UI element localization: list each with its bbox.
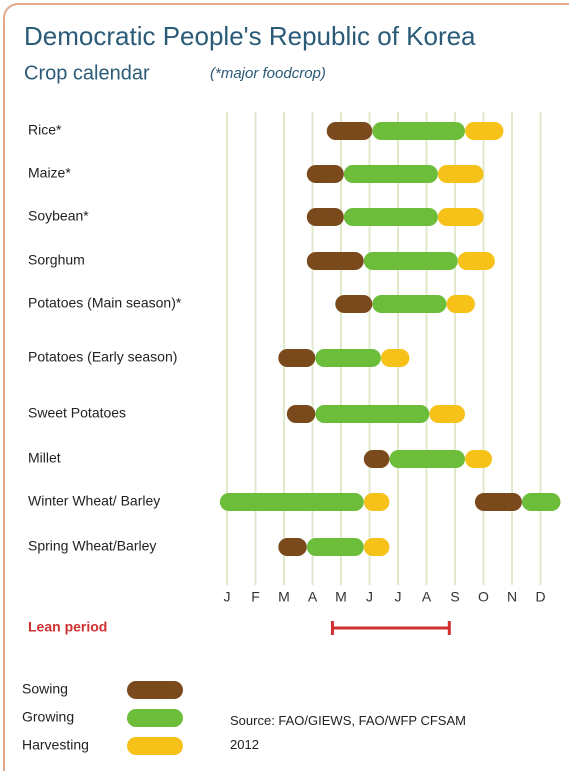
phase-bar: [343, 165, 438, 183]
phase-bar: [474, 493, 522, 511]
x-tick-label: M: [278, 589, 290, 605]
phase-bar: [335, 295, 373, 313]
row-label: Soybean*: [28, 208, 89, 224]
phase-bar: [363, 493, 390, 511]
phase-bar: [286, 405, 316, 423]
phase-bar: [457, 252, 495, 270]
x-tick-label: M: [335, 589, 347, 605]
lean-label: Lean period: [28, 619, 107, 635]
x-tick-label: N: [507, 589, 517, 605]
x-tick-label: A: [422, 589, 432, 605]
row-label: Winter Wheat/ Barley: [28, 493, 160, 509]
phase-bar: [315, 405, 430, 423]
phase-bar: [306, 165, 344, 183]
chart-title: Democratic People's Republic of Korea: [24, 21, 476, 51]
phase-bar: [306, 208, 344, 226]
row-label: Millet: [28, 450, 61, 466]
phase-bar: [326, 122, 373, 140]
row-label: Rice*: [28, 122, 62, 138]
phase-bar: [429, 405, 465, 423]
chart-note: (*major foodcrop): [210, 65, 326, 82]
x-tick-label: O: [478, 589, 489, 605]
phase-bar: [464, 122, 504, 140]
row-label: Potatoes (Main season)*: [28, 295, 182, 311]
phase-bar: [363, 538, 390, 556]
phase-bar: [278, 349, 316, 367]
x-tick-label: A: [308, 589, 318, 605]
phase-bar: [437, 208, 484, 226]
phase-bar: [372, 122, 465, 140]
phase-bar: [389, 450, 465, 468]
x-tick-label: J: [224, 589, 231, 605]
legend-swatch: [127, 737, 183, 755]
chart-subtitle: Crop calendar: [24, 62, 150, 84]
x-tick-label: J: [395, 589, 402, 605]
phase-bar: [464, 450, 493, 468]
phase-bar: [306, 538, 364, 556]
legend-swatch: [127, 709, 183, 727]
phase-bar: [446, 295, 475, 313]
row-label: Maize*: [28, 165, 71, 181]
phase-bar: [363, 252, 458, 270]
phase-bar: [372, 295, 447, 313]
row-label: Sorghum: [28, 252, 85, 268]
phase-bar: [278, 538, 307, 556]
phase-bar: [343, 208, 438, 226]
x-tick-label: S: [450, 589, 459, 605]
row-label: Spring Wheat/Barley: [28, 538, 156, 554]
phase-bar: [380, 349, 410, 367]
x-tick-label: D: [535, 589, 545, 605]
phase-bar: [219, 493, 364, 511]
legend-swatch: [127, 681, 183, 699]
legend-label: Growing: [22, 709, 74, 725]
phase-bar: [315, 349, 381, 367]
row-label: Potatoes (Early season): [28, 349, 177, 365]
legend-label: Sowing: [22, 681, 68, 697]
frame: [3, 3, 569, 771]
x-tick-label: F: [251, 589, 260, 605]
phase-bar: [363, 450, 390, 468]
row-label: Sweet Potatoes: [28, 405, 126, 421]
x-tick-label: J: [366, 589, 373, 605]
source: Source: FAO/GIEWS, FAO/WFP CFSAM 2012: [230, 713, 466, 752]
phase-bar: [437, 165, 484, 183]
phase-bar: [521, 493, 561, 511]
legend-label: Harvesting: [22, 737, 89, 753]
phase-bar: [306, 252, 364, 270]
